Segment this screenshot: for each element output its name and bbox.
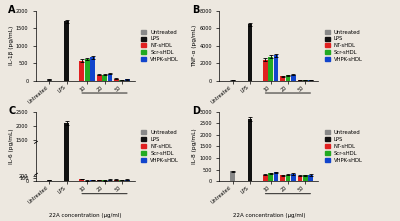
Text: D: D (192, 106, 200, 116)
Text: A: A (8, 6, 16, 15)
Bar (80, 179, 84, 181)
Bar (97, 180, 102, 181)
Bar (248, 119, 252, 181)
Y-axis label: IL-8 (pg/mL): IL-8 (pg/mL) (192, 129, 197, 164)
Bar (280, 76, 285, 80)
Bar (291, 75, 296, 80)
Bar (230, 171, 235, 181)
Bar (303, 175, 308, 181)
Legend: Untreated, LPS, NT-sHDL, Scr-sHDL, VHPK-sHDL: Untreated, LPS, NT-sHDL, Scr-sHDL, VHPK-… (324, 130, 363, 163)
Bar (114, 180, 119, 181)
Bar (286, 175, 290, 181)
X-axis label: 22A concentration (μg/ml): 22A concentration (μg/ml) (49, 113, 122, 118)
Bar (263, 175, 268, 181)
Bar (114, 79, 119, 80)
Bar (298, 176, 302, 181)
Bar (268, 57, 273, 80)
Bar (64, 123, 69, 181)
Legend: Untreated, LPS, NT-sHDL, Scr-sHDL, VHPK-sHDL: Untreated, LPS, NT-sHDL, Scr-sHDL, VHPK-… (324, 29, 363, 63)
Bar (108, 180, 112, 181)
Bar (80, 61, 84, 80)
Bar (97, 75, 102, 80)
Bar (274, 172, 278, 181)
X-axis label: 22A concentration (μg/ml): 22A concentration (μg/ml) (233, 213, 305, 219)
Bar (308, 175, 313, 181)
Bar (125, 79, 130, 80)
X-axis label: 22A concentration (μg/ml): 22A concentration (μg/ml) (233, 113, 305, 118)
Text: B: B (192, 6, 199, 15)
Bar (125, 180, 130, 181)
Bar (291, 174, 296, 181)
Y-axis label: IL-6 (pg/mL): IL-6 (pg/mL) (9, 129, 14, 164)
Bar (268, 173, 273, 181)
Bar (274, 55, 278, 80)
Bar (102, 180, 107, 181)
X-axis label: 22A concentration (μg/ml): 22A concentration (μg/ml) (49, 213, 122, 219)
Y-axis label: IL-1β (pg/mL): IL-1β (pg/mL) (9, 26, 14, 65)
Bar (64, 21, 69, 80)
Bar (248, 24, 252, 80)
Text: C: C (8, 106, 16, 116)
Bar (47, 180, 52, 181)
Bar (90, 57, 95, 80)
Bar (280, 175, 285, 181)
Bar (102, 75, 107, 80)
Bar (85, 59, 90, 80)
Bar (286, 76, 290, 80)
Bar (90, 180, 95, 181)
Bar (120, 180, 124, 181)
Bar (108, 74, 112, 80)
Legend: Untreated, LPS, NT-sHDL, Scr-sHDL, VHPK-sHDL: Untreated, LPS, NT-sHDL, Scr-sHDL, VHPK-… (141, 29, 180, 63)
Legend: Untreated, LPS, NT-sHDL, Scr-sHDL, VHPK-sHDL: Untreated, LPS, NT-sHDL, Scr-sHDL, VHPK-… (141, 130, 180, 163)
Bar (263, 60, 268, 80)
Y-axis label: TNF-α (pg/mL): TNF-α (pg/mL) (192, 25, 197, 67)
